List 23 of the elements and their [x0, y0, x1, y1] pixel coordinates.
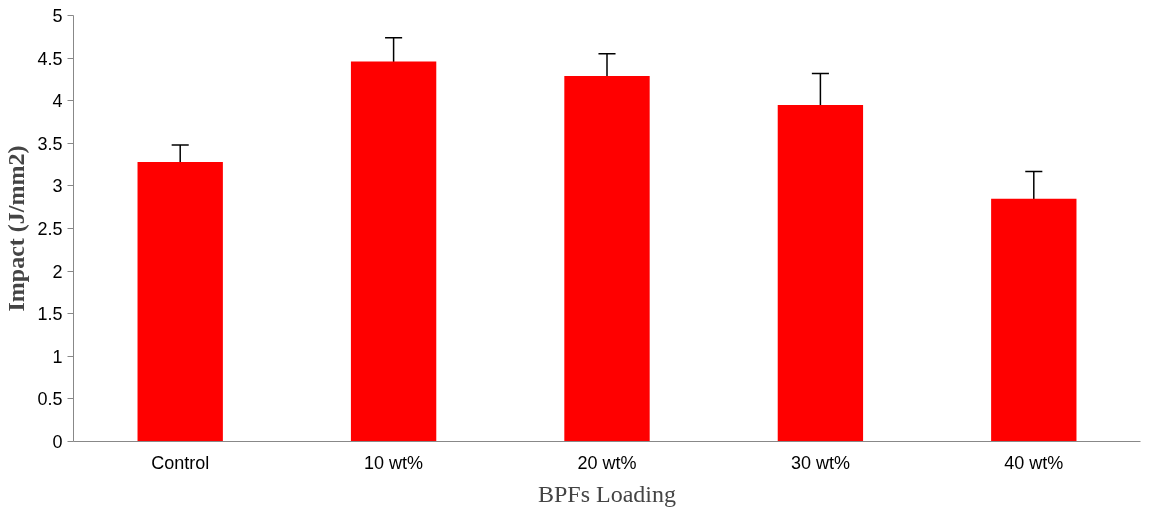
bar [777, 104, 864, 442]
y-tick-label: 3 [52, 176, 63, 197]
y-axis-title: Impact (J/mm2) [3, 145, 30, 312]
y-tick-label: 1 [52, 346, 63, 367]
y-tick-label: 2 [52, 261, 63, 282]
bar [137, 162, 223, 442]
x-tick-label: 30 wt% [790, 452, 850, 473]
y-tick-label: 2.5 [37, 219, 63, 239]
bar [564, 75, 650, 442]
bar [991, 198, 1077, 442]
y-tick-label: 5 [52, 6, 63, 26]
y-tick-label: 4.5 [37, 48, 63, 69]
y-tick-label: 0.5 [37, 389, 63, 410]
x-tick-label: 40 wt% [1004, 452, 1064, 473]
x-tick-label: Control [151, 452, 210, 473]
x-axis-title: BPFs Loading [537, 480, 677, 507]
y-tick-label: 0 [52, 432, 63, 452]
x-tick-label: 20 wt% [577, 452, 637, 473]
x-tick-label: 10 wt% [364, 452, 424, 473]
y-tick-label: 3.5 [37, 133, 63, 154]
y-tick-label: 1.5 [37, 304, 63, 325]
y-tick-label: 4 [52, 91, 63, 112]
bar [350, 61, 437, 442]
